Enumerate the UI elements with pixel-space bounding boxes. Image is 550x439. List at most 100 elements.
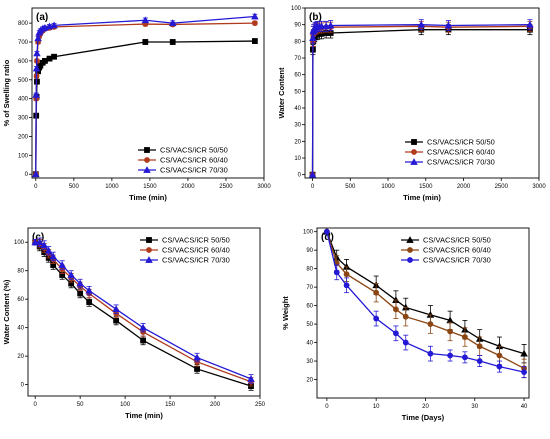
panel-label: (c) bbox=[32, 232, 44, 243]
data-point bbox=[333, 269, 340, 276]
plot-frame bbox=[27, 227, 261, 397]
x-tick-label: 50 bbox=[77, 402, 84, 408]
data-point bbox=[326, 21, 335, 29]
series-2 bbox=[309, 20, 533, 178]
data-point bbox=[193, 353, 201, 361]
legend-marker bbox=[144, 147, 150, 153]
panel-label: (d) bbox=[321, 232, 334, 243]
data-point bbox=[58, 261, 66, 268]
y-tick-label: 600 bbox=[18, 59, 29, 65]
x-tick-label: 1000 bbox=[105, 184, 119, 190]
legend-entry: CS/VACS/iCR 70/30 bbox=[160, 166, 228, 175]
y-tick-label: 80 bbox=[306, 267, 313, 273]
data-point bbox=[444, 21, 453, 29]
data-point bbox=[526, 20, 534, 28]
x-tick-label: 0 bbox=[325, 404, 329, 410]
y-tick-label: 300 bbox=[18, 116, 29, 122]
y-tick-label: 100 bbox=[291, 6, 302, 12]
data-point bbox=[373, 289, 380, 296]
y-tick-label: 70 bbox=[306, 285, 313, 291]
data-point bbox=[520, 349, 528, 357]
y-tick-label: 60 bbox=[294, 73, 301, 79]
series-line bbox=[326, 231, 525, 355]
data-point bbox=[521, 369, 527, 376]
legend-marker bbox=[411, 139, 417, 145]
y-tick-label: 90 bbox=[294, 23, 301, 29]
x-tick-label: 500 bbox=[69, 184, 80, 190]
data-point bbox=[49, 252, 57, 260]
series-line bbox=[311, 29, 530, 175]
data-point bbox=[427, 350, 434, 357]
chart-weight-loss: 0 10 20 30 40 20 30 40 50 60 70 80 90 100 Time (Days)%… bbox=[281, 227, 530, 422]
x-tick-label: 1000 bbox=[381, 184, 395, 190]
legend-marker bbox=[410, 158, 418, 165]
y-tick-label: 800 bbox=[18, 21, 29, 27]
data-point bbox=[251, 12, 259, 20]
data-point bbox=[251, 38, 258, 44]
x-tick-label: 0 bbox=[34, 402, 38, 408]
x-tick-label: 30 bbox=[471, 404, 478, 410]
y-axis-title: % Weight bbox=[281, 296, 290, 330]
data-point bbox=[67, 271, 75, 278]
data-point bbox=[309, 34, 317, 41]
data-point bbox=[392, 330, 399, 337]
x-tick-label: 100 bbox=[120, 402, 131, 408]
data-point bbox=[142, 39, 149, 45]
x-tick-label: 200 bbox=[210, 402, 221, 408]
legend-marker bbox=[145, 256, 153, 263]
plot-frame bbox=[31, 7, 265, 179]
x-tick-label: 0 bbox=[34, 184, 38, 190]
data-point bbox=[76, 279, 84, 287]
x-tick-label: 500 bbox=[345, 184, 356, 190]
data-point bbox=[476, 358, 483, 364]
legend-entry: CS/VACS/iCR 50/50 bbox=[427, 138, 495, 147]
panel-label: (b) bbox=[309, 12, 322, 23]
x-tick-label: 0 bbox=[311, 184, 315, 190]
data-point bbox=[169, 39, 176, 45]
data-point bbox=[447, 352, 454, 359]
data-point bbox=[323, 228, 330, 235]
x-tick-label: 2000 bbox=[457, 184, 471, 190]
data-point bbox=[32, 91, 40, 98]
data-point bbox=[141, 16, 150, 24]
y-axis-title: Water Content (%) bbox=[2, 279, 11, 344]
data-point bbox=[373, 315, 380, 322]
data-point bbox=[35, 238, 44, 246]
legend-entry: CS/VACS/iCR 60/40 bbox=[162, 246, 230, 255]
data-point bbox=[496, 352, 503, 359]
y-tick-label: 60 bbox=[306, 304, 313, 310]
x-tick-label: 2500 bbox=[495, 184, 509, 190]
x-tick-label: 20 bbox=[422, 404, 429, 410]
x-axis-title: Time (min) bbox=[403, 193, 441, 202]
y-tick-label: 700 bbox=[18, 40, 29, 46]
legend-marker bbox=[411, 149, 417, 155]
legend-marker bbox=[144, 157, 150, 163]
x-axis-title: Time (min) bbox=[125, 411, 163, 420]
y-axis-title: Water Content bbox=[277, 67, 286, 118]
data-point bbox=[40, 241, 48, 248]
data-point bbox=[343, 282, 350, 289]
panel-label: (a) bbox=[36, 12, 48, 23]
x-tick-label: 2500 bbox=[219, 184, 233, 190]
data-point bbox=[112, 305, 120, 313]
y-tick-label: 50 bbox=[306, 322, 313, 328]
y-tick-label: 30 bbox=[294, 123, 301, 129]
y-tick-label: 60 bbox=[17, 297, 24, 303]
data-point bbox=[51, 53, 57, 60]
data-point bbox=[139, 323, 147, 331]
y-tick-label: 20 bbox=[17, 354, 24, 360]
x-tick-label: 250 bbox=[255, 402, 266, 408]
y-tick-label: 40 bbox=[17, 326, 24, 332]
legend-marker bbox=[143, 166, 151, 173]
data-point bbox=[447, 328, 454, 335]
data-point bbox=[343, 271, 350, 278]
legend-entry: CS/VACS/iCR 70/30 bbox=[427, 158, 495, 167]
chart-swelling-ratio: 0 500 1000 1500 2000 2500 3000 0 100 200 300 400 500… bbox=[2, 7, 271, 202]
y-tick-label: 70 bbox=[294, 56, 301, 62]
legend-marker bbox=[407, 247, 413, 253]
y-tick-label: 0 bbox=[25, 172, 29, 178]
y-tick-label: 0 bbox=[298, 173, 302, 179]
